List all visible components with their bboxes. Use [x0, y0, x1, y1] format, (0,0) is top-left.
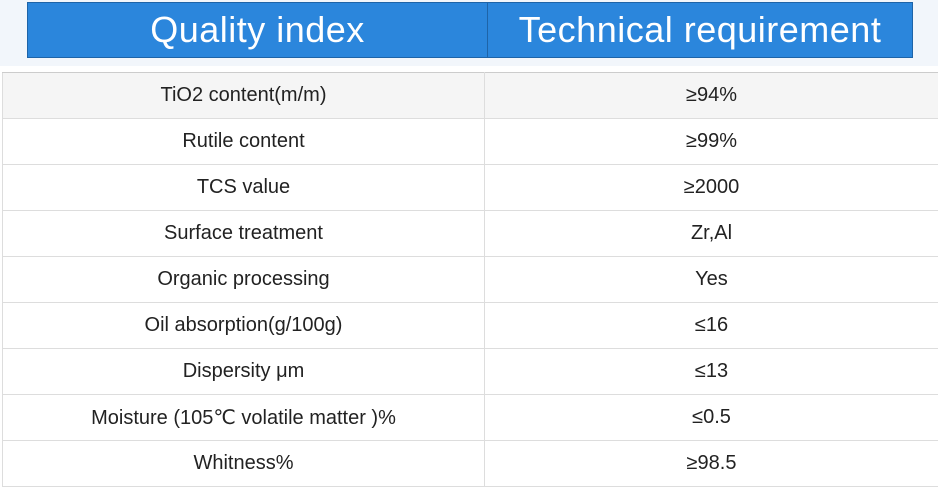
- header-technical-requirement: Technical requirement: [518, 9, 882, 50]
- requirement-cell: ≤13: [484, 348, 938, 395]
- quality-index-cell: Surface treatment: [2, 210, 485, 257]
- header-quality-index: Quality index: [28, 3, 488, 57]
- table-row: Dispersity μm ≤13: [2, 348, 938, 395]
- table-header: Quality index Technical requirement: [27, 2, 913, 58]
- table-row: TCS value ≥2000: [2, 164, 938, 211]
- table-row: Surface treatment Zr,Al: [2, 210, 938, 257]
- table-row: Organic processing Yes: [2, 256, 938, 303]
- table-row: TiO2 content(m/m) ≥94%: [2, 72, 938, 119]
- table-row: Whitness% ≥98.5: [2, 440, 938, 487]
- requirement-cell: ≤16: [484, 302, 938, 349]
- quality-index-cell: Rutile content: [2, 118, 485, 165]
- table-row: Oil absorption(g/100g) ≤16: [2, 302, 938, 349]
- quality-index-cell: TCS value: [2, 164, 485, 211]
- quality-index-cell: Organic processing: [2, 256, 485, 303]
- quality-index-cell: Whitness%: [2, 440, 485, 487]
- requirement-cell: Zr,Al: [484, 210, 938, 257]
- table-row: Rutile content ≥99%: [2, 118, 938, 165]
- spec-table: TiO2 content(m/m) ≥94% Rutile content ≥9…: [2, 72, 938, 487]
- quality-index-cell: Oil absorption(g/100g): [2, 302, 485, 349]
- table-row: Moisture (105℃ volatile matter )% ≤0.5: [2, 394, 938, 441]
- requirement-cell: Yes: [484, 256, 938, 303]
- requirement-cell: ≥98.5: [484, 440, 938, 487]
- quality-index-cell: TiO2 content(m/m): [2, 72, 485, 119]
- requirement-cell: ≥99%: [484, 118, 938, 165]
- requirement-cell: ≥94%: [484, 72, 938, 119]
- requirement-cell: ≤0.5: [484, 394, 938, 441]
- quality-index-cell: Moisture (105℃ volatile matter )%: [2, 394, 485, 441]
- quality-index-cell: Dispersity μm: [2, 348, 485, 395]
- requirement-cell: ≥2000: [484, 164, 938, 211]
